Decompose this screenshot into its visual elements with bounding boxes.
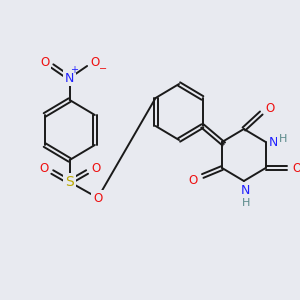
Text: S: S — [65, 175, 74, 189]
Text: O: O — [266, 103, 274, 116]
Text: +: + — [70, 65, 79, 75]
Text: H: H — [279, 134, 287, 144]
Text: N: N — [65, 71, 74, 85]
Text: O: O — [40, 56, 49, 68]
Text: O: O — [93, 191, 102, 205]
Text: H: H — [242, 198, 250, 208]
Text: O: O — [292, 161, 300, 175]
Text: −: − — [98, 64, 106, 74]
Text: O: O — [39, 163, 48, 176]
Text: N: N — [241, 184, 250, 197]
Text: O: O — [188, 173, 198, 187]
Text: N: N — [269, 136, 278, 148]
Text: O: O — [90, 56, 100, 68]
Text: O: O — [91, 163, 101, 176]
